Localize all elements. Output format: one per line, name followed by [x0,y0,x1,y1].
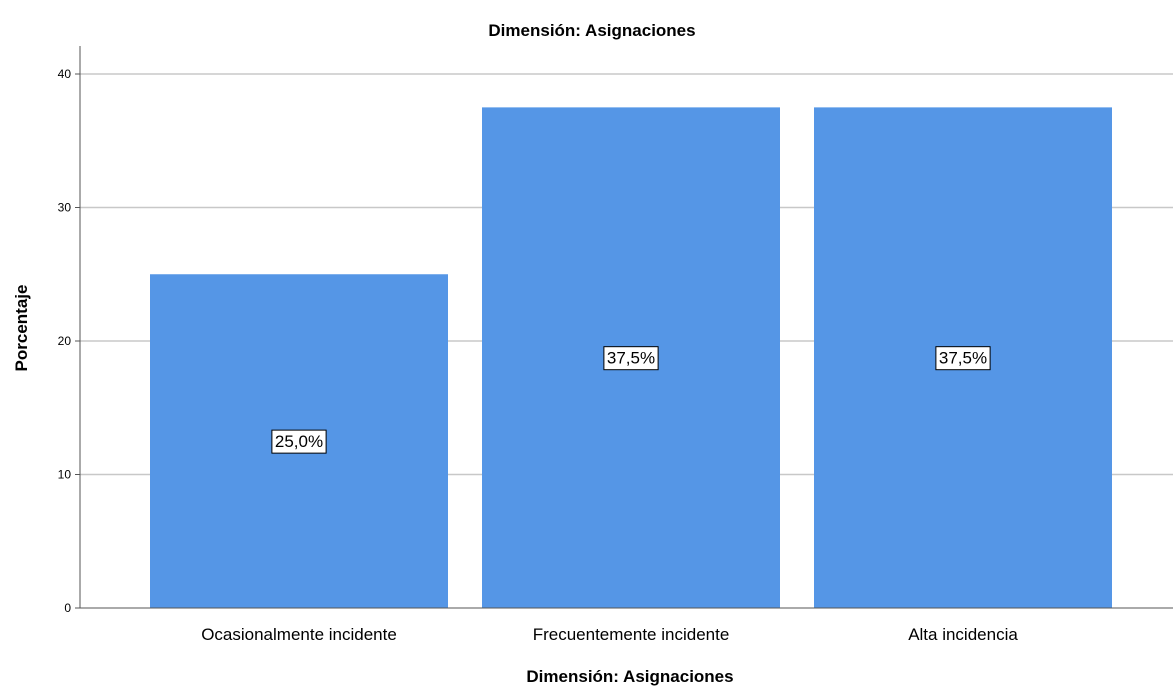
x-axis-label: Dimensión: Asignaciones [526,667,733,686]
y-tick-label: 0 [64,601,71,615]
data-label-text: 37,5% [939,349,987,368]
y-axis-label: Porcentaje [12,285,31,372]
axes [75,46,1173,609]
data-label-text: 25,0% [275,432,323,451]
data-label-box [935,346,991,371]
data-label-box [603,346,659,371]
y-tick-label: 20 [58,334,72,348]
data-label-box [271,429,327,454]
chart-title: Dimensión: Asignaciones [488,21,695,40]
data-label: 25,0% [271,429,327,454]
data-labels: 25,0% 37,5% 37,5% [271,346,991,454]
x-tick-label: Ocasionalmente incidente [201,625,397,644]
data-label: 37,5% [603,346,659,371]
data-label-text: 37,5% [607,349,655,368]
x-tick-label: Frecuentemente incidente [533,625,730,644]
x-category-labels: Ocasionalmente incidente Frecuentemente i… [201,625,1018,644]
data-label: 37,5% [935,346,991,371]
y-tick-label: 30 [58,201,72,215]
x-tick-label: Alta incidencia [908,625,1018,644]
y-tick-label: 40 [58,67,72,81]
y-tick-label: 10 [58,468,72,482]
y-tick-labels: 0 10 20 30 40 [58,67,72,615]
